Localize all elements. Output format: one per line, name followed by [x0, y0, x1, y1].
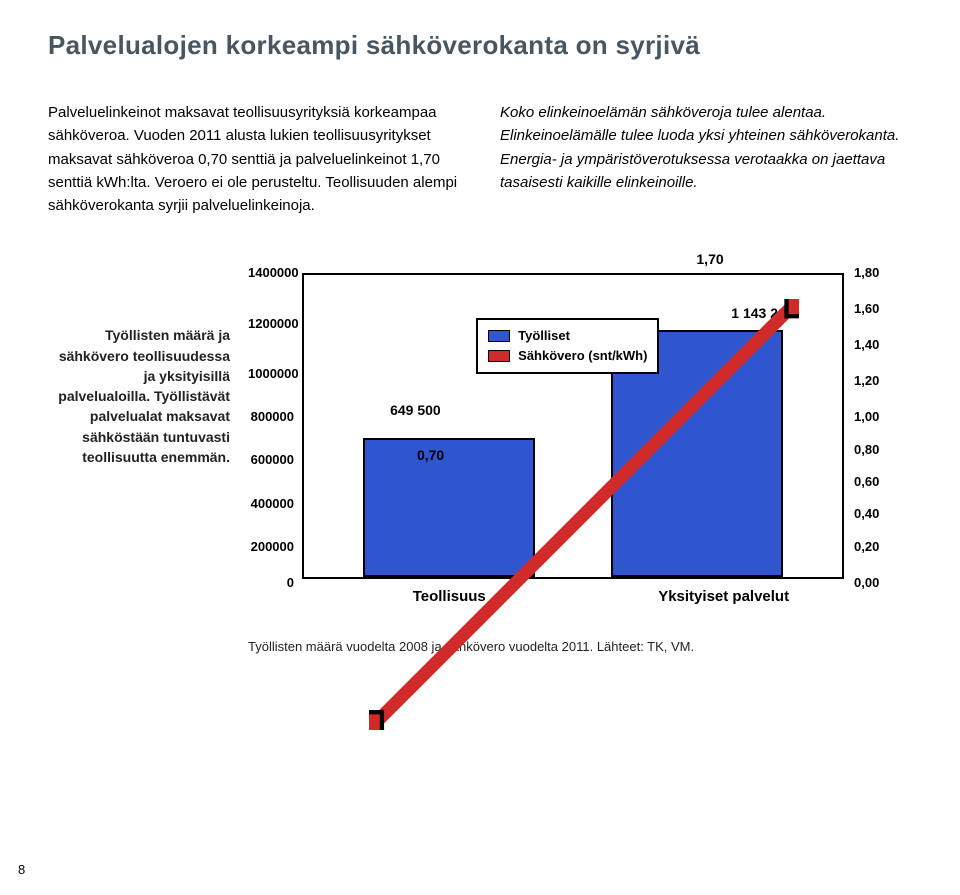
- employment-tax-chart: 1400000 1200000 1000000 800000 600000 40…: [248, 265, 888, 625]
- chart-caption: Työllisten määrä vuodelta 2008 ja sähköv…: [248, 639, 912, 654]
- page-title: Palvelualojen korkeampi sähköverokanta o…: [48, 30, 912, 61]
- y-left-tick: 0: [248, 575, 294, 590]
- y-left-tick: 600000: [248, 452, 294, 467]
- y-right-tick: 0,80: [854, 442, 888, 457]
- bar-label-1: 649 500: [390, 402, 441, 418]
- paragraph-left: Palveluelinkeinot maksavat teollisuusyri…: [48, 101, 460, 217]
- y-right-tick: 0,00: [854, 575, 888, 590]
- bar-label-2: 1 143 200: [731, 305, 793, 321]
- y-left-tick: 800000: [248, 409, 294, 424]
- bar-teollisuus: [363, 438, 535, 577]
- y-right-tick: 1,40: [854, 337, 888, 352]
- category-1: Teollisuus: [363, 588, 535, 605]
- chart-legend: Työlliset Sähkövero (snt/kWh): [476, 318, 659, 374]
- y-right-tick: 0,20: [854, 539, 888, 554]
- legend-bar-label: Työlliset: [518, 326, 570, 346]
- y-right-tick: 0,40: [854, 506, 888, 521]
- plot-area: 649 500 0,70 1 143 200 1,70 Työlliset Sä…: [302, 273, 844, 579]
- legend-swatch-red: [488, 350, 510, 362]
- y-left-tick: 200000: [248, 539, 294, 554]
- y-right-tick: 1,00: [854, 409, 888, 424]
- category-2: Yksityiset palvelut: [638, 588, 810, 605]
- text-columns: Palveluelinkeinot maksavat teollisuusyri…: [48, 101, 912, 217]
- page-number: 8: [18, 862, 25, 877]
- y-right-tick: 1,80: [854, 265, 888, 280]
- line-label-1: 0,70: [417, 447, 444, 463]
- legend-line-label: Sähkövero (snt/kWh): [518, 346, 647, 366]
- y-left-tick: 400000: [248, 496, 294, 511]
- legend-swatch-blue: [488, 330, 510, 342]
- y-left-tick: 1000000: [248, 366, 294, 381]
- y-right-tick: 0,60: [854, 474, 888, 489]
- y-right-tick: 1,20: [854, 373, 888, 388]
- paragraph-right: Koko elinkeinoelämän sähköveroja tulee a…: [500, 101, 912, 217]
- y-left-tick: 1400000: [248, 265, 294, 280]
- y-right-tick: 1,60: [854, 301, 888, 316]
- y-left-tick: 1200000: [248, 316, 294, 331]
- chart-side-caption: Työllisten määrä ja sähkövero teollisuud…: [48, 265, 248, 625]
- line-label-2: 1,70: [696, 251, 723, 267]
